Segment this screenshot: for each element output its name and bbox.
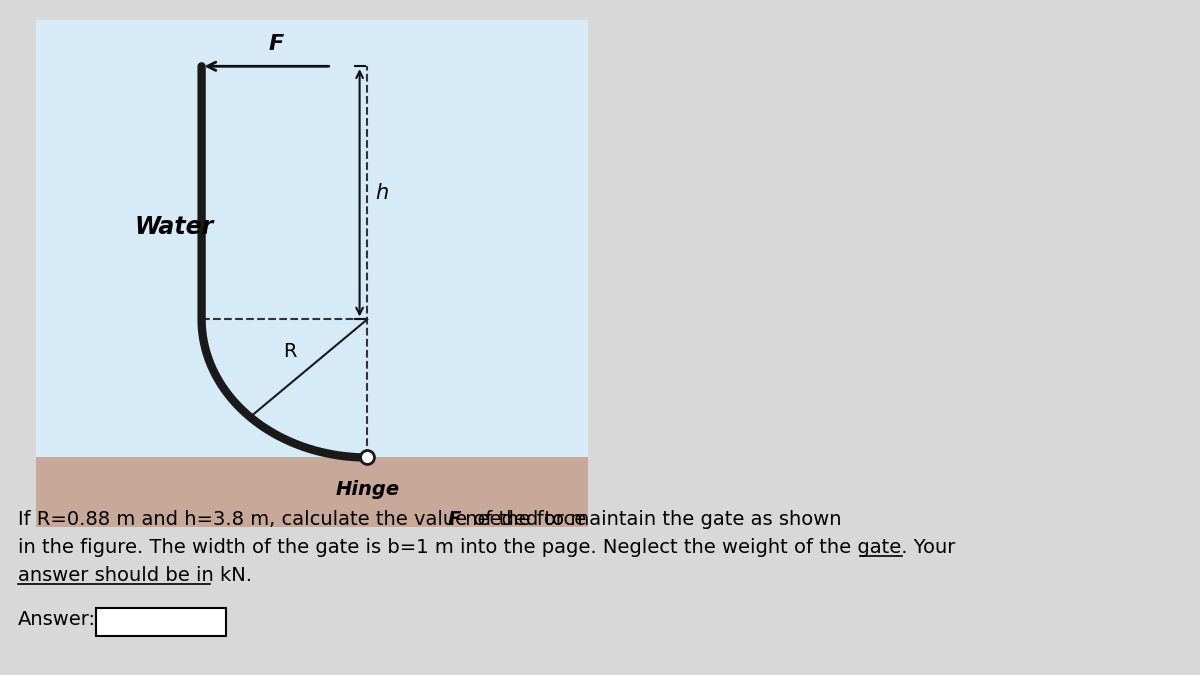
Text: needed to maintain the gate as shown: needed to maintain the gate as shown — [458, 510, 841, 529]
Text: Answer:: Answer: — [18, 610, 96, 629]
Text: Water: Water — [134, 215, 214, 240]
Text: F: F — [448, 510, 461, 529]
FancyBboxPatch shape — [96, 608, 226, 636]
Text: F: F — [269, 34, 284, 54]
Text: If R=0.88 m and h=3.8 m, calculate the value of the force: If R=0.88 m and h=3.8 m, calculate the v… — [18, 510, 593, 529]
Text: h: h — [376, 183, 389, 202]
Text: in the figure. The width of the gate is b=1 m into the page. Neglect the weight : in the figure. The width of the gate is … — [18, 538, 955, 557]
FancyBboxPatch shape — [36, 20, 588, 526]
Text: Hinge: Hinge — [335, 481, 400, 500]
Text: R: R — [283, 342, 296, 361]
FancyBboxPatch shape — [36, 458, 588, 526]
Text: answer should be in kN.: answer should be in kN. — [18, 566, 252, 585]
